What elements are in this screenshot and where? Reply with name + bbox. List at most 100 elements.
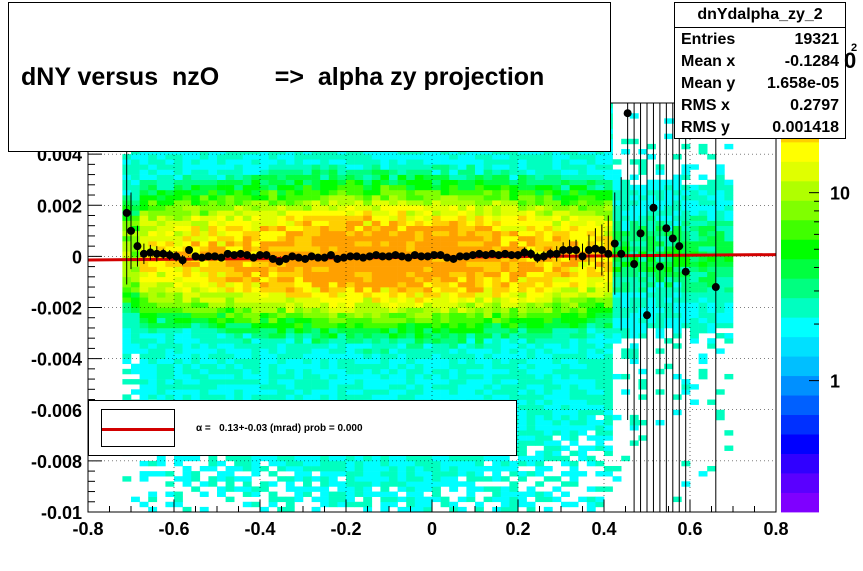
heatmap-cell — [604, 384, 613, 390]
heatmap-cell — [277, 455, 287, 462]
heatmap-cell — [346, 379, 355, 385]
heatmap-cell — [535, 343, 545, 349]
heatmap-cell — [552, 496, 562, 503]
heatmap-cell — [191, 455, 201, 462]
heatmap-cell — [672, 271, 682, 278]
heatmap-cell — [543, 169, 553, 175]
heatmap-cell — [509, 465, 519, 472]
profile-point — [468, 251, 477, 260]
heatmap-cell — [423, 506, 433, 513]
heatmap-cell — [690, 297, 699, 303]
heatmap-cell — [483, 373, 493, 380]
heatmap-cell — [500, 225, 510, 232]
heatmap-cell — [414, 460, 424, 467]
heatmap-cell — [208, 389, 218, 395]
heatmap-cell — [715, 348, 725, 354]
heatmap-cell — [406, 501, 416, 508]
heatmap-cell — [492, 327, 502, 334]
heatmap-cell — [148, 210, 158, 216]
heatmap-cell — [561, 471, 570, 477]
heatmap-cell — [311, 353, 321, 359]
heatmap-cell — [569, 302, 579, 308]
heatmap-cell — [526, 384, 536, 390]
heatmap-cell — [397, 338, 407, 344]
heatmap-cell — [337, 317, 347, 324]
heatmap-cell — [440, 476, 450, 482]
heatmap-cell — [260, 465, 269, 472]
heatmap-cell — [174, 501, 183, 508]
heatmap-cell — [518, 205, 527, 211]
heatmap-cell — [724, 261, 734, 267]
heatmap-cell — [569, 476, 579, 482]
heatmap-cell — [466, 373, 476, 380]
heatmap-cell — [432, 205, 441, 211]
heatmap-cell — [208, 465, 218, 472]
heatmap-cell — [543, 297, 553, 303]
heatmap-cell — [174, 373, 183, 380]
heatmap-cell — [294, 200, 304, 206]
heatmap-cell — [638, 281, 648, 288]
heatmap-cell — [303, 486, 312, 492]
heatmap-cell — [595, 384, 605, 390]
heatmap-cell — [492, 343, 502, 349]
heatmap-cell — [543, 271, 553, 278]
heatmap-cell — [621, 287, 631, 293]
heatmap-cell — [294, 343, 304, 349]
heatmap-cell — [414, 276, 424, 283]
heatmap-cell — [294, 261, 304, 267]
heatmap-cell — [449, 471, 459, 477]
heatmap-cell — [586, 235, 596, 242]
heatmap-cell — [466, 266, 476, 273]
profile-point — [526, 249, 535, 258]
heatmap-cell — [337, 169, 347, 175]
heatmap-cell — [242, 368, 252, 375]
heatmap-cell — [199, 205, 209, 211]
heatmap-cell — [277, 184, 287, 191]
heatmap-cell — [492, 266, 502, 273]
heatmap-cell — [638, 215, 648, 221]
heatmap-cell — [389, 379, 398, 385]
heatmap-cell — [432, 184, 441, 191]
heatmap-cell — [389, 389, 398, 395]
heatmap-cell — [457, 327, 467, 334]
heatmap-cell — [156, 189, 166, 196]
heatmap-cell — [234, 271, 244, 278]
profile-point — [546, 249, 555, 258]
heatmap-cell — [371, 348, 381, 354]
heatmap-cell — [621, 348, 631, 354]
heatmap-cell — [672, 302, 682, 308]
heatmap-cell — [672, 307, 682, 313]
heatmap-cell — [561, 302, 570, 308]
heatmap-cell — [518, 404, 527, 411]
heatmap-cell — [432, 317, 441, 324]
heatmap-cell — [500, 220, 510, 226]
profile-points — [122, 103, 720, 512]
heatmap-cell — [380, 384, 390, 390]
heatmap-cell — [569, 297, 579, 303]
heatmap-cell — [604, 292, 613, 298]
heatmap-cell — [174, 358, 183, 365]
heatmap-cell — [380, 358, 390, 365]
heatmap-cell — [277, 154, 287, 160]
heatmap-cell — [251, 184, 261, 191]
heatmap-cell — [423, 179, 433, 186]
heatmap-cell — [595, 445, 605, 451]
heatmap-cell — [397, 292, 407, 298]
heatmap-cell — [311, 184, 321, 191]
heatmap-cell — [612, 195, 622, 201]
heatmap-cell — [475, 256, 484, 262]
heatmap-cell — [492, 261, 502, 267]
heatmap-cell — [234, 205, 244, 211]
heatmap-cell — [346, 205, 355, 211]
profile-point — [604, 249, 613, 258]
heatmap-cell — [311, 154, 321, 160]
heatmap-cell — [260, 312, 269, 319]
heatmap-cell — [578, 414, 588, 421]
heatmap-cell — [182, 307, 192, 313]
heatmap-cell — [449, 179, 459, 186]
heatmap-cell — [500, 261, 510, 267]
heatmap-cell — [707, 302, 717, 308]
heatmap-cell — [397, 164, 407, 170]
heatmap-cell — [191, 276, 201, 283]
profile-point — [378, 252, 387, 261]
